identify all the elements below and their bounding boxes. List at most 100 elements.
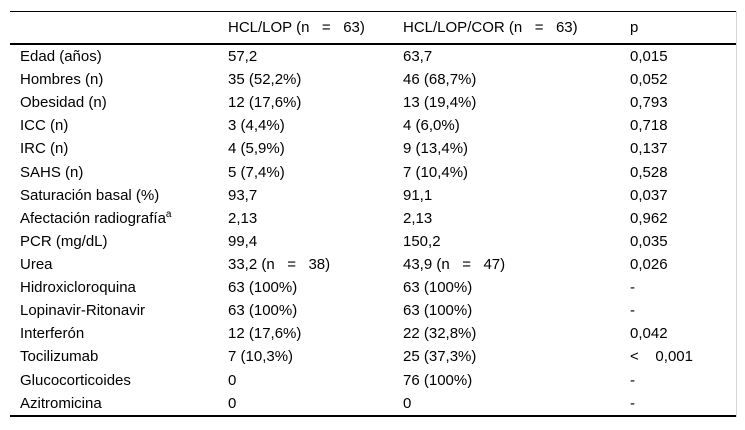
row-label-text: Hidroxicloroquina: [20, 280, 136, 296]
row-label-text: Hombres (n): [20, 72, 104, 88]
table-row: Interferón 12 (17,6%) 22 (32,8%) 0,042: [10, 322, 737, 345]
cell-p-value: -: [630, 303, 635, 319]
cell-p-value: 0,035: [630, 233, 668, 249]
row-label-text: Saturación basal (%): [20, 187, 160, 203]
cell-group-2-value: 0: [403, 395, 412, 411]
row-label: SAHS (n): [10, 165, 228, 180]
row-label: Interferón: [10, 326, 228, 341]
table-row: IRC (n) 4 (5,9%) 9 (13,4%) 0,137: [10, 137, 737, 160]
row-label: Edad (años): [10, 49, 228, 64]
cell-p-value: -: [630, 372, 635, 388]
cell-group-1-value: 99,4: [228, 233, 258, 249]
row-label-text: Interferón: [20, 326, 85, 342]
header-cell-group-2: HCL/LOP/COR (n = 63): [403, 19, 578, 36]
cell-group-1-value: 5 (7,4%): [228, 164, 285, 180]
cell-group-1-value: 7 (10,3%): [228, 349, 294, 365]
cell-group-2-value: 150,2: [403, 233, 441, 249]
row-label: Urea: [10, 257, 228, 272]
table-row: SAHS (n) 5 (7,4%) 7 (10,4%) 0,528: [10, 161, 737, 184]
row-label-text: Lopinavir-Ritonavir: [20, 303, 146, 319]
header-cell-group-1: HCL/LOP (n = 63): [228, 19, 365, 36]
table-row: Saturación basal (%) 93,7 91,1 0,037: [10, 184, 737, 207]
row-label: Obesidad (n): [10, 95, 228, 110]
cell-p-value: 0,718: [630, 118, 668, 134]
cell-group-2-value: 25 (37,3%): [403, 349, 477, 365]
table-row: Tocilizumab 7 (10,3%) 25 (37,3%) < 0,001: [10, 345, 737, 368]
cell-p-value: 0,042: [630, 326, 668, 342]
row-label-text: IRC (n): [20, 141, 69, 157]
comparison-table: HCL/LOP (n = 63) HCL/LOP/COR (n = 63) p …: [10, 11, 737, 417]
table-row: Glucocorticoides 0 76 (100%) -: [10, 369, 737, 392]
row-label: Afectación radiografíaa: [10, 211, 228, 226]
table-row: Urea 33,2 (n = 38) 43,9 (n = 47) 0,026: [10, 253, 737, 276]
row-label-text: Tocilizumab: [20, 349, 99, 365]
cell-p-value: 0,528: [630, 164, 668, 180]
cell-group-1-value: 57,2: [228, 49, 258, 65]
cell-group-1-value: 0: [228, 372, 237, 388]
cell-group-2-value: 9 (13,4%): [403, 141, 469, 157]
cell-group-2-value: 76 (100%): [403, 372, 473, 388]
cell-group-2-value: 2,13: [403, 210, 433, 226]
cell-group-2-value: 22 (32,8%): [403, 326, 477, 342]
cell-group-1-value: 63 (100%): [228, 303, 298, 319]
cell-group-2-value: 43,9 (n = 47): [403, 257, 506, 273]
cell-group-2-value: 63 (100%): [403, 303, 473, 319]
cell-group-2-value: 63,7: [403, 49, 433, 65]
table-body: Edad (años) 57,2 63,7 0,015 Hombres (n) 35 (5…: [10, 45, 737, 417]
header-cell-p-value: p: [630, 19, 639, 36]
row-label-text: Glucocorticoides: [20, 372, 131, 388]
row-label-text: Urea: [20, 257, 53, 273]
row-label-text: Edad (años): [20, 49, 102, 65]
cell-group-1-value: 33,2 (n = 38): [228, 257, 331, 273]
row-label-text: ICC (n): [20, 118, 69, 134]
cell-p-value: -: [630, 395, 635, 411]
cell-group-1-value: 12 (17,6%): [228, 95, 302, 111]
row-label: IRC (n): [10, 141, 228, 156]
table-row: Hidroxicloroquina 63 (100%) 63 (100%) -: [10, 276, 737, 299]
row-label-text: PCR (mg/dL): [20, 233, 108, 249]
row-label: Hombres (n): [10, 72, 228, 87]
table-row: ICC (n) 3 (4,4%) 4 (6,0%) 0,718: [10, 114, 737, 137]
row-label: PCR (mg/dL): [10, 234, 228, 249]
cell-p-value: -: [630, 280, 635, 296]
table-row: Azitromicina 0 0 -: [10, 392, 737, 415]
cell-p-value: 0,052: [630, 72, 668, 88]
cell-group-2-value: 63 (100%): [403, 280, 473, 296]
cell-group-2-value: 7 (10,4%): [403, 164, 469, 180]
cell-p-value: 0,962: [630, 210, 668, 226]
row-label-text: SAHS (n): [20, 164, 84, 180]
row-label-text: Obesidad (n): [20, 95, 107, 111]
cell-group-2-value: 4 (6,0%): [403, 118, 460, 134]
cell-p-value: 0,037: [630, 187, 668, 203]
cell-group-2-value: 46 (68,7%): [403, 72, 477, 88]
cell-group-1-value: 4 (5,9%): [228, 141, 285, 157]
row-label: Azitromicina: [10, 396, 228, 411]
cell-group-1-value: 93,7: [228, 187, 258, 203]
cell-group-1-value: 12 (17,6%): [228, 326, 302, 342]
row-label: Hidroxicloroquina: [10, 280, 228, 295]
table-row: Edad (años) 57,2 63,7 0,015: [10, 45, 737, 68]
cell-p-value: 0,015: [630, 49, 668, 65]
cell-p-value: 0,026: [630, 257, 668, 273]
row-label: Tocilizumab: [10, 349, 228, 364]
cell-p-value: 0,793: [630, 95, 668, 111]
table-header-row: HCL/LOP (n = 63) HCL/LOP/COR (n = 63) p: [10, 11, 737, 45]
table-row: Afectación radiografíaa 2,13 2,13 0,962: [10, 207, 737, 230]
cell-group-1-value: 0: [228, 395, 237, 411]
cell-group-1-value: 3 (4,4%): [228, 118, 285, 134]
row-label: Lopinavir-Ritonavir: [10, 303, 228, 318]
cell-group-1-value: 35 (52,2%): [228, 72, 302, 88]
row-label: Glucocorticoides: [10, 373, 228, 388]
cell-group-2-value: 13 (19,4%): [403, 95, 477, 111]
row-label: ICC (n): [10, 118, 228, 133]
table-row: Lopinavir-Ritonavir 63 (100%) 63 (100%) -: [10, 299, 737, 322]
right-edge-line: [736, 11, 737, 417]
row-label: Saturación basal (%): [10, 188, 228, 203]
cell-p-value: 0,137: [630, 141, 668, 157]
table-row: Obesidad (n) 12 (17,6%) 13 (19,4%) 0,793: [10, 91, 737, 114]
cell-p-value: < 0,001: [630, 349, 693, 365]
cell-group-2-value: 91,1: [403, 187, 433, 203]
cell-group-1-value: 2,13: [228, 210, 258, 226]
row-label-superscript: a: [165, 210, 172, 220]
